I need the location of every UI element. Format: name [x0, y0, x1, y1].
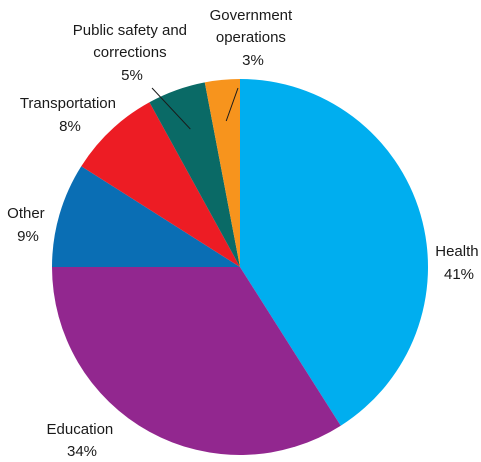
leader-line-government-operations	[225, 87, 239, 122]
leader-lines	[151, 87, 239, 130]
slice-value-public-safety: 5%	[121, 67, 143, 84]
slice-name-other: Other	[7, 205, 45, 222]
slice-government-operations	[204, 79, 240, 267]
slice-transportation	[81, 102, 241, 267]
slice-value-other: 9%	[17, 228, 39, 245]
slice-value-government: 3%	[242, 52, 264, 69]
slice-name-public-safety-line2: corrections	[93, 44, 166, 61]
slice-name-government-line1: Government	[210, 7, 293, 24]
slice-value-education: 34%	[67, 443, 97, 460]
slice-name-public-safety-line1: Public safety and	[73, 22, 187, 39]
slice-education	[52, 267, 341, 455]
slice-other	[52, 166, 240, 267]
slice-label-health: Health 41%	[435, 243, 481, 283]
slice-public-safety-and-corrections	[149, 82, 240, 267]
slice-value-transportation: 8%	[59, 118, 81, 135]
pie-slices	[52, 79, 428, 455]
slice-label-transportation: Transportation 8%	[20, 95, 120, 135]
slice-label-other: Other 9%	[7, 205, 49, 245]
slice-name-transportation: Transportation	[20, 95, 116, 112]
slice-name-education: Education	[47, 421, 114, 438]
slice-label-education: Education 34%	[47, 421, 118, 460]
slice-health	[240, 79, 428, 426]
leader-line-public-safety-and-corrections	[151, 87, 191, 130]
slice-label-public-safety: Public safety and corrections 5%	[73, 22, 191, 84]
slice-name-health: Health	[435, 243, 478, 260]
slice-value-health: 41%	[444, 266, 474, 283]
slice-name-government-line2: operations	[216, 29, 286, 46]
slice-label-government-operations: Government operations 3%	[210, 7, 297, 69]
